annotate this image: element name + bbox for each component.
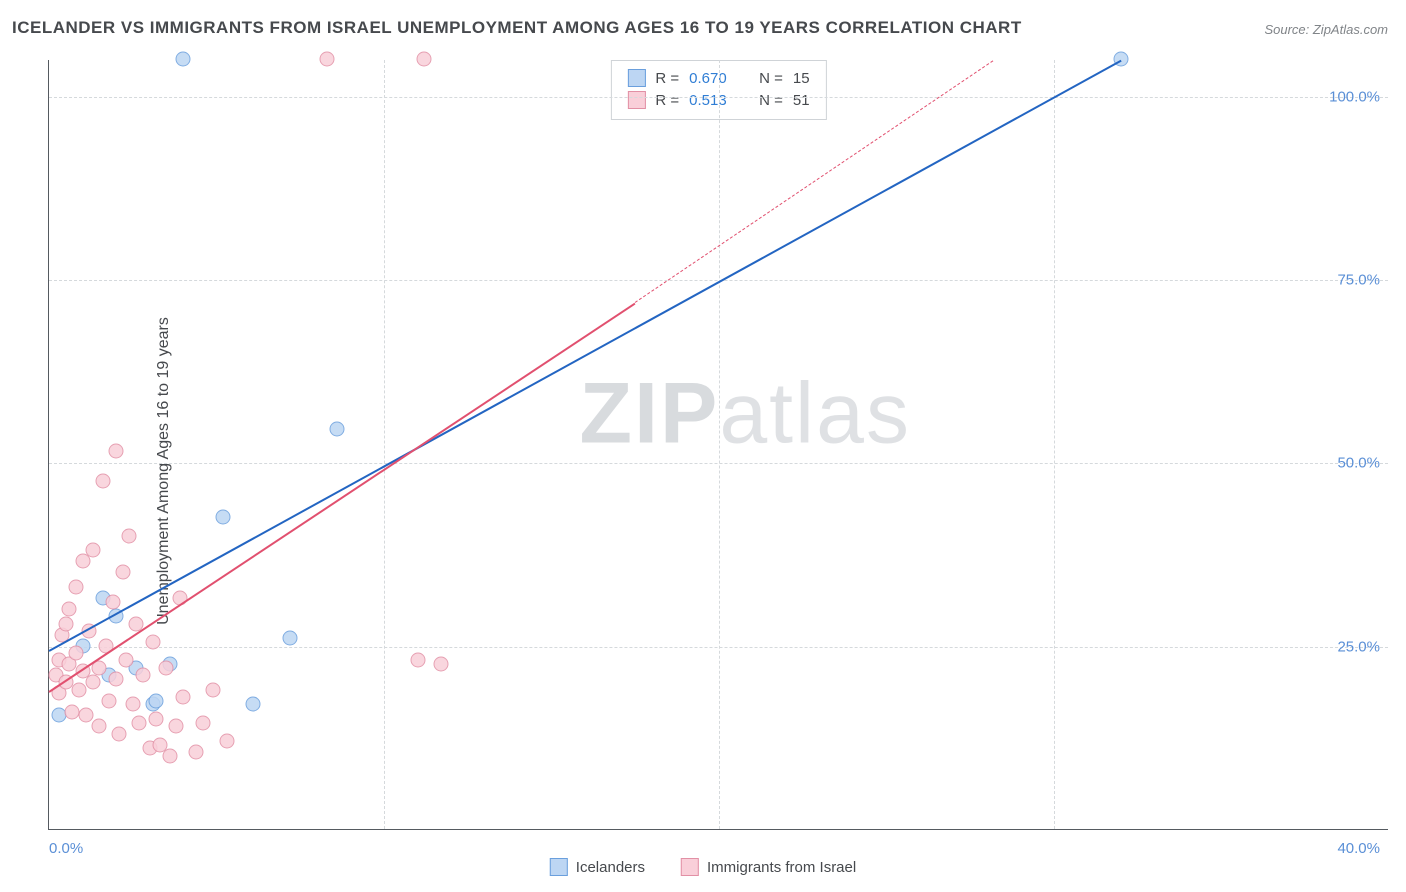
data-point	[78, 708, 93, 723]
data-point	[219, 734, 234, 749]
data-point	[68, 646, 83, 661]
y-tick-label: 100.0%	[1329, 88, 1380, 105]
data-point	[122, 528, 137, 543]
swatch-icon	[550, 858, 568, 876]
chart-container: Unemployment Among Ages 16 to 19 years Z…	[0, 50, 1406, 892]
data-point	[58, 616, 73, 631]
data-point	[216, 510, 231, 525]
watermark: ZIPatlas	[580, 364, 911, 463]
data-point	[189, 745, 204, 760]
data-point	[169, 719, 184, 734]
trend-line	[48, 302, 635, 692]
data-point	[92, 719, 107, 734]
data-point	[417, 52, 432, 67]
data-point	[320, 52, 335, 67]
data-point	[283, 631, 298, 646]
data-point	[433, 657, 448, 672]
data-point	[85, 675, 100, 690]
data-point	[132, 715, 147, 730]
data-point	[149, 693, 164, 708]
data-point	[105, 594, 120, 609]
legend-item-1: Icelanders	[550, 858, 645, 876]
y-tick-label: 25.0%	[1337, 638, 1380, 655]
data-point	[119, 653, 134, 668]
data-point	[109, 671, 124, 686]
legend: Icelanders Immigrants from Israel	[550, 858, 856, 876]
x-tick-end: 40.0%	[1337, 840, 1380, 857]
legend-label: Immigrants from Israel	[707, 859, 856, 876]
data-point	[85, 543, 100, 558]
data-point	[196, 715, 211, 730]
data-point	[246, 697, 261, 712]
data-point	[62, 602, 77, 617]
y-tick-label: 50.0%	[1337, 455, 1380, 472]
data-point	[330, 422, 345, 437]
swatch-icon	[627, 69, 645, 87]
data-point	[176, 52, 191, 67]
source-label: Source: ZipAtlas.com	[1264, 22, 1388, 37]
data-point	[135, 668, 150, 683]
data-point	[102, 693, 117, 708]
data-point	[149, 712, 164, 727]
data-point	[410, 653, 425, 668]
data-point	[145, 635, 160, 650]
y-tick-label: 75.0%	[1337, 272, 1380, 289]
data-point	[206, 682, 221, 697]
swatch-icon	[681, 858, 699, 876]
data-point	[109, 444, 124, 459]
swatch-icon	[627, 91, 645, 109]
data-point	[68, 580, 83, 595]
data-point	[112, 726, 127, 741]
data-point	[159, 660, 174, 675]
data-point	[162, 748, 177, 763]
gridline-v	[719, 60, 720, 829]
x-tick-start: 0.0%	[49, 840, 83, 857]
legend-label: Icelanders	[576, 859, 645, 876]
data-point	[115, 565, 130, 580]
gridline-v	[1054, 60, 1055, 829]
data-point	[176, 690, 191, 705]
trend-line	[49, 60, 1122, 652]
chart-title: ICELANDER VS IMMIGRANTS FROM ISRAEL UNEM…	[12, 18, 1022, 38]
plot-area: ZIPatlas R = 0.670 N = 15 R = 0.513 N = …	[48, 60, 1388, 830]
data-point	[125, 697, 140, 712]
legend-item-2: Immigrants from Israel	[681, 858, 856, 876]
data-point	[95, 473, 110, 488]
gridline-v	[384, 60, 385, 829]
